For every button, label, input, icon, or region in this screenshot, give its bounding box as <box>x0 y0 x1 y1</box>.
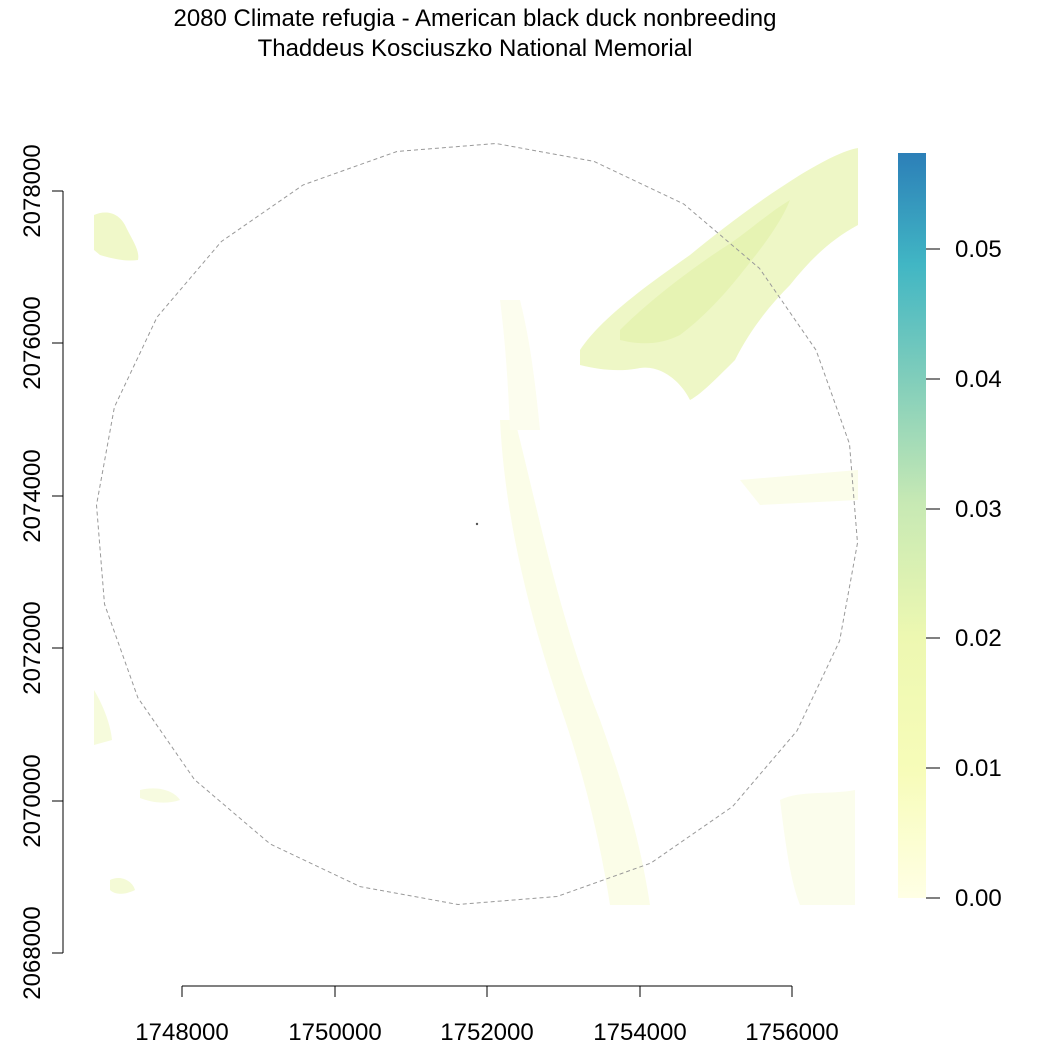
raster-southeast-patch <box>780 790 855 905</box>
x-tick-4: 1756000 <box>745 986 839 1046</box>
y-tick-label: 2072000 <box>19 601 46 694</box>
study-area-boundary <box>95 142 859 906</box>
title-line-1: 2080 Climate refugia - American black du… <box>173 5 777 32</box>
y-tick-4: 2076000 <box>19 296 63 390</box>
y-tick-label: 2070000 <box>19 754 46 847</box>
legend-tick-label: 0.02 <box>955 625 1002 652</box>
raster-south-strip <box>140 788 180 803</box>
x-tick-3: 1754000 <box>593 986 687 1046</box>
y-tick-label: 2076000 <box>19 296 46 389</box>
raster-east-strip <box>740 470 858 505</box>
legend-tick-4: 0.04 <box>926 366 1002 393</box>
legend-gradient-bar <box>898 153 926 898</box>
x-tick-1: 1750000 <box>288 986 382 1046</box>
raster-corridor-upper <box>500 300 540 430</box>
x-tick-label: 1748000 <box>135 1019 228 1046</box>
x-tick-label: 1750000 <box>288 1019 381 1046</box>
raster-west-fringe <box>94 690 112 745</box>
x-tick-label: 1756000 <box>745 1019 838 1046</box>
raster-layer <box>94 148 858 905</box>
legend-tick-label: 0.01 <box>955 755 1002 782</box>
y-tick-5: 2078000 <box>19 144 63 238</box>
y-tick-label: 2078000 <box>19 144 46 237</box>
raster-northeast-patch-inner <box>620 200 790 344</box>
legend-tick-label: 0.05 <box>955 236 1002 263</box>
x-tick-0: 1748000 <box>135 986 229 1046</box>
legend-tick-label: 0.04 <box>955 366 1002 393</box>
legend-colorbar: 0.00 0.01 0.02 0.03 0.04 0.05 <box>898 153 1002 912</box>
site-center-marker <box>475 522 479 526</box>
y-tick-2: 2072000 <box>19 601 63 695</box>
raster-southwest-patch <box>110 878 135 894</box>
x-tick-2: 1752000 <box>440 986 534 1046</box>
legend-tick-5: 0.05 <box>926 236 1002 263</box>
y-tick-label: 2074000 <box>19 449 46 542</box>
y-tick-1: 2070000 <box>19 754 63 848</box>
legend-tick-label: 0.03 <box>955 496 1002 523</box>
x-axis: 1748000 1750000 1752000 1754000 1756000 <box>135 985 839 1046</box>
raster-northwest-patch <box>94 212 139 261</box>
x-tick-label: 1752000 <box>440 1019 533 1046</box>
legend-tick-1: 0.01 <box>926 755 1002 782</box>
legend-tick-3: 0.03 <box>926 496 1002 523</box>
legend-tick-label: 0.00 <box>955 885 1002 912</box>
y-tick-0: 2068000 <box>19 906 63 1000</box>
title-line-2: Thaddeus Kosciuszko National Memorial <box>257 35 693 62</box>
y-axis: 2068000 2070000 2072000 2074000 2076000 … <box>19 144 64 1000</box>
legend-tick-2: 0.02 <box>926 625 1002 652</box>
legend-tick-0: 0.00 <box>926 885 1002 912</box>
y-tick-3: 2074000 <box>19 449 63 543</box>
map-title: 2080 Climate refugia - American black du… <box>0 4 950 64</box>
y-tick-label: 2068000 <box>19 906 46 999</box>
raster-corridor <box>500 420 650 905</box>
x-tick-label: 1754000 <box>593 1019 686 1046</box>
